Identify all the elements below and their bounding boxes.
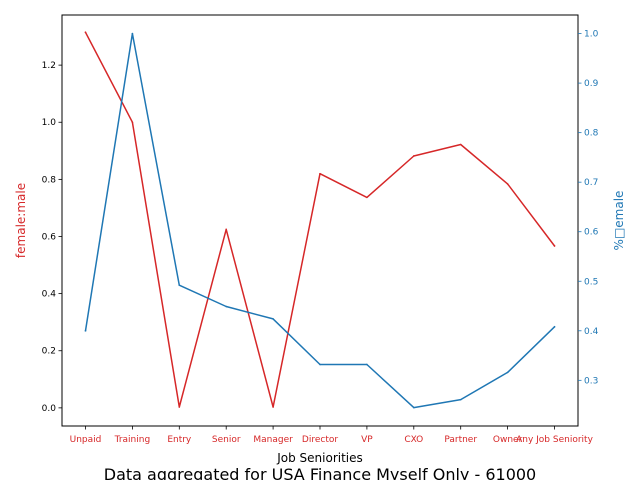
data-point [178, 284, 181, 287]
x-tick-label: Director [302, 435, 338, 445]
left-tick-label: 0.6 [42, 232, 57, 242]
series-line-percent-female [84, 32, 556, 409]
right-axis-label: %□emale [612, 191, 626, 251]
data-point [506, 371, 509, 374]
right-tick-label: 0.3 [584, 376, 598, 386]
left-tick-label: 1.0 [42, 118, 57, 128]
x-tick-label: VP [361, 435, 373, 445]
data-point [272, 406, 274, 408]
left-tick-label: 1.2 [42, 61, 56, 71]
left-tick-label: 0.0 [42, 404, 57, 414]
x-tick-label: Entry [167, 435, 192, 445]
right-tick-label: 0.6 [584, 228, 599, 238]
x-axis-label: Job Seniorities [276, 451, 363, 465]
right-tick-label: 1.0 [584, 30, 599, 40]
right-axis-ticks: 0.3 0.4 0.5 0.6 0.7 0.8 0.9 1.0 [578, 30, 599, 386]
right-tick-label: 0.8 [584, 129, 599, 139]
x-tick-label: Unpaid [70, 435, 102, 445]
data-point [459, 398, 462, 401]
data-point [319, 172, 321, 175]
data-point [84, 31, 87, 34]
data-point [553, 326, 556, 328]
data-point [272, 318, 274, 320]
data-point [506, 183, 509, 185]
x-tick-label: CXO [404, 435, 423, 445]
x-axis-ticks: Unpaid Training Entry Senior Manager Director… [70, 426, 594, 445]
data-point [131, 32, 134, 35]
x-tick-label: Manager [253, 435, 293, 445]
data-point [84, 329, 87, 332]
x-tick-label: Training [114, 435, 151, 445]
right-tick-label: 0.5 [584, 277, 598, 287]
x-tick-label: Any Job Seniority [516, 435, 593, 445]
right-tick-label: 0.9 [584, 79, 599, 89]
left-tick-label: 0.2 [42, 347, 56, 357]
left-axis-label: female:male [14, 183, 28, 258]
x-tick-label: Partner [444, 435, 477, 445]
left-axis-ticks: 0.0 0.2 0.4 0.6 0.8 1.0 1.2 [42, 61, 62, 414]
data-point [319, 363, 321, 366]
data-point [366, 196, 368, 199]
data-point [413, 155, 415, 157]
data-point [178, 406, 181, 408]
data-point [413, 406, 415, 409]
left-tick-label: 0.8 [42, 175, 57, 185]
right-tick-label: 0.7 [584, 178, 598, 188]
series-line-female-male-ratio [84, 31, 556, 408]
left-tick-label: 0.4 [42, 290, 57, 300]
data-point [225, 305, 227, 308]
data-point [131, 121, 134, 124]
data-point [225, 228, 227, 231]
x-tick-label: Senior [212, 435, 241, 445]
data-point [459, 143, 462, 146]
data-point [553, 245, 556, 247]
chart-title: Data aggregated for USA Finance Myself O… [104, 465, 536, 480]
data-point [366, 363, 368, 366]
right-tick-label: 0.4 [584, 327, 599, 337]
series-lines [84, 31, 556, 409]
x-tick-label: Owner [493, 435, 523, 445]
